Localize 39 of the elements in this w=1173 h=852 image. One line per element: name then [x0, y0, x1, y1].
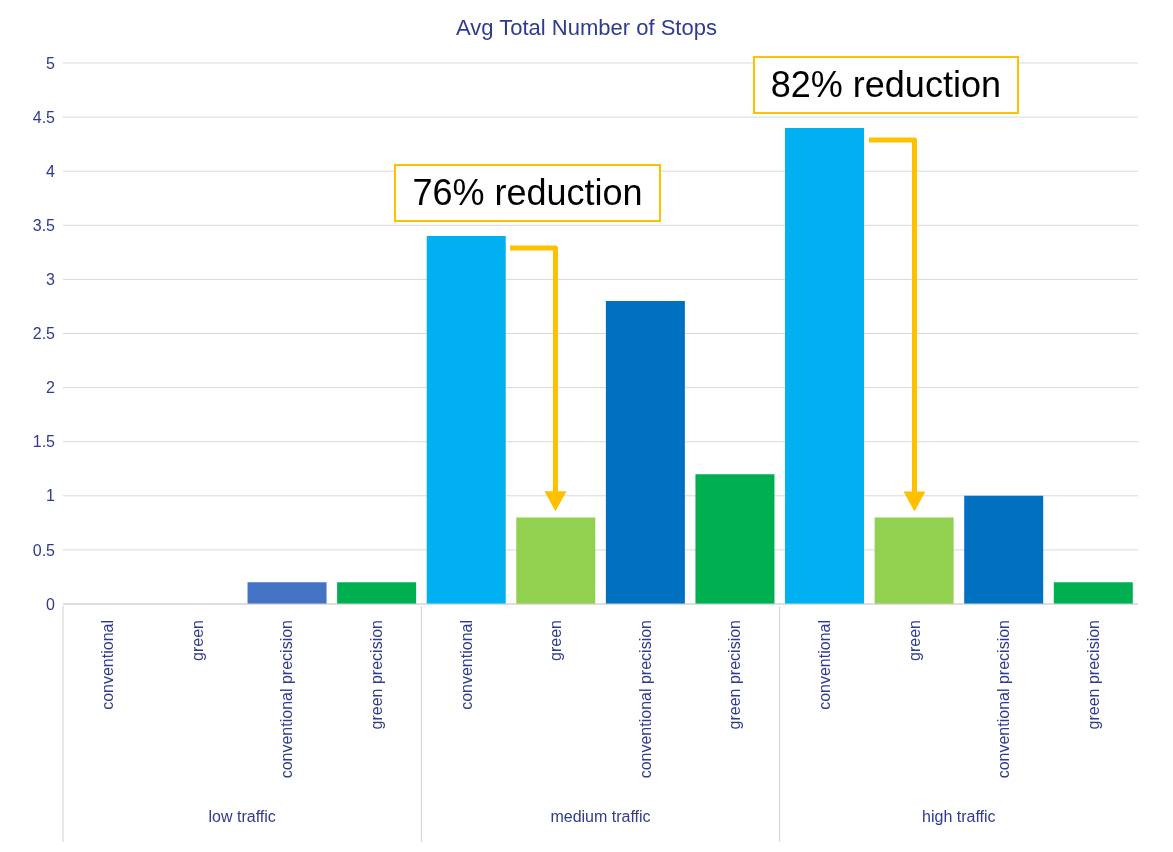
text: high traffic [922, 808, 996, 825]
y-tick-label: 3 [46, 271, 56, 289]
x-tick-label: green precision [726, 620, 744, 730]
x-tick-label: conventional precision [636, 620, 654, 779]
bar [695, 474, 775, 604]
x-tick-label: green precision [1084, 620, 1102, 730]
y-tick-label: 4.5 [32, 108, 56, 126]
bar [874, 517, 954, 604]
bar [337, 582, 417, 604]
bar [1053, 582, 1133, 604]
y-tick-label: 2 [46, 379, 56, 397]
x-tick-label: conventional precision [278, 620, 296, 779]
y-tick-label: 1.5 [32, 433, 56, 451]
y-tick-label: 1 [46, 487, 56, 505]
annotation: 82% reduction [752, 55, 1019, 114]
text: low traffic [208, 808, 276, 825]
text: medium traffic [550, 808, 651, 825]
bar [426, 236, 506, 604]
bar [247, 582, 327, 604]
x-tick-label: conventional precision [995, 620, 1013, 779]
x-tick-label: green [905, 620, 923, 661]
bar [605, 301, 685, 604]
y-tick-label: 5 [46, 54, 56, 72]
y-tick-label: 4 [46, 162, 56, 180]
bar [964, 495, 1044, 604]
annotation: 76% reduction [394, 164, 661, 223]
bar [785, 127, 865, 604]
bar [516, 517, 596, 604]
y-tick-label: 0.5 [32, 541, 56, 559]
y-tick-label: 3.5 [32, 216, 56, 234]
y-tick-label: 2.5 [32, 325, 56, 343]
x-tick-label: conventional [815, 620, 833, 710]
x-tick-label: green [547, 620, 565, 661]
x-tick-label: green precision [368, 620, 386, 730]
x-tick-label: conventional [457, 620, 475, 710]
y-tick-label: 0 [46, 595, 56, 613]
chart-title: Avg Total Number of Stops [455, 14, 718, 42]
x-tick-label: green [188, 620, 206, 661]
x-tick-label: conventional [99, 620, 117, 710]
